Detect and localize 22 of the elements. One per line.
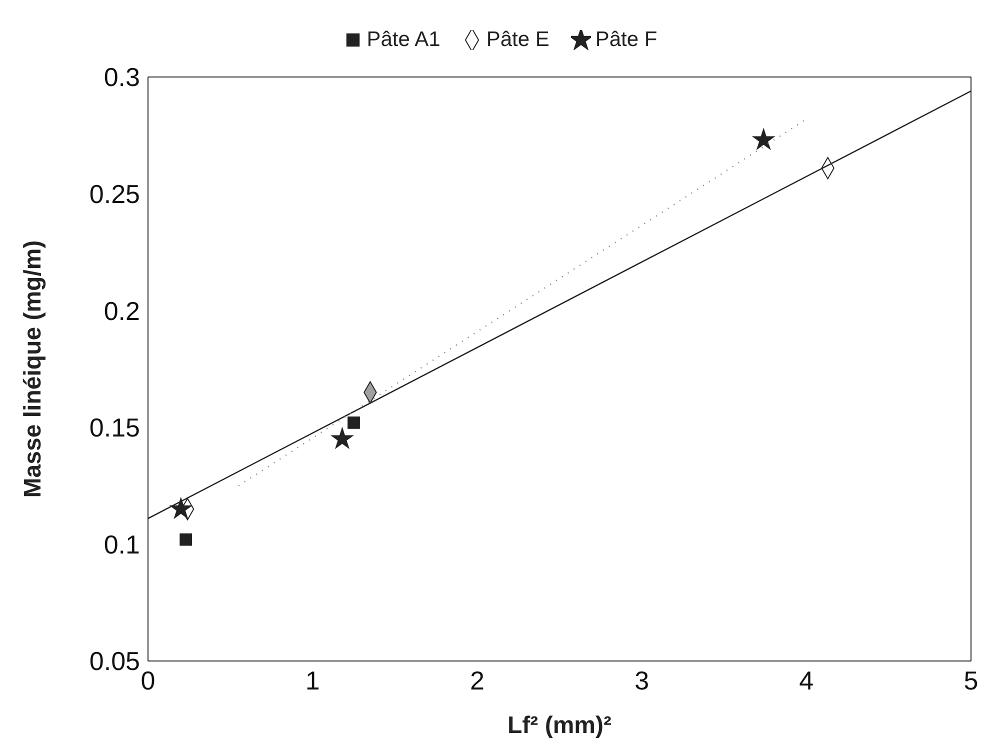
legend-label: Pâte F xyxy=(595,28,658,52)
y-tick-label: 0.15 xyxy=(89,412,140,443)
point xyxy=(170,498,192,518)
y-tick-label: 0.25 xyxy=(89,179,140,210)
point xyxy=(348,416,360,429)
y-tick-label: 0.2 xyxy=(104,296,140,326)
x-tick-label: 4 xyxy=(799,665,814,696)
x-tick-label: 3 xyxy=(634,665,650,696)
y-tick-label: 0.3 xyxy=(104,62,140,92)
x-tick-label: 2 xyxy=(470,665,484,696)
y-axis-title: Masse linéique (mg/m) xyxy=(20,240,47,498)
legend-label: Pâte E xyxy=(486,28,550,52)
x-tick-label: 1 xyxy=(305,665,320,696)
y-tick-label: 0.1 xyxy=(104,529,140,560)
x-tick-label: 5 xyxy=(964,665,978,696)
legend-label: Pâte A1 xyxy=(366,28,440,52)
point xyxy=(180,533,192,546)
y-tick-label: 0.05 xyxy=(89,646,140,676)
x-axis-title: Lf² (mm)² xyxy=(508,712,612,739)
point xyxy=(752,128,774,150)
point xyxy=(331,428,353,448)
x-tick-label: 0 xyxy=(140,665,156,696)
